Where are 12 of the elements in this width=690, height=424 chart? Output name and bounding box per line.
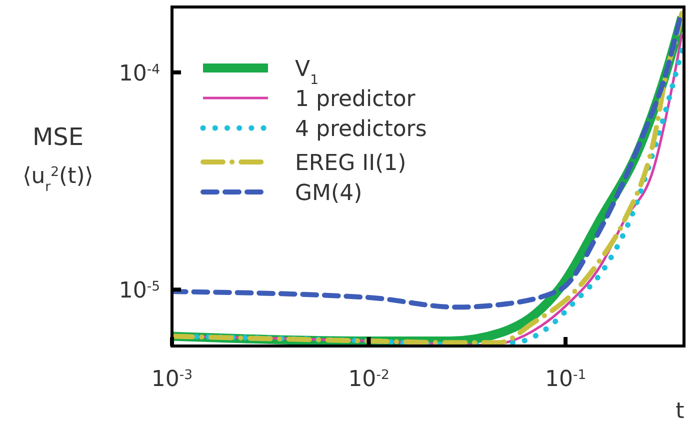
legend-label: 4 predictors [295, 117, 427, 142]
y-tick-label: 10$^{-4}$ [118, 61, 160, 86]
x-tick-label: 10$^{-2}$ [348, 367, 390, 392]
legend-label: EREG II(1) [295, 151, 406, 176]
x-tick-label: 10$^{-1}$ [544, 367, 586, 392]
x-tick-label: 10$^{-3}$ [151, 367, 193, 392]
x-axis-title: t [676, 399, 685, 424]
legend-label: V$_{1}$ [295, 57, 318, 88]
y-axis-title: MSE ⟨u$_{r}$$^{2}$(t)⟩ [22, 123, 94, 194]
legend-label: 1 predictor [295, 87, 416, 112]
y-tick-label: 10$^{-5}$ [118, 278, 160, 304]
legend-label: GM(4) [295, 181, 362, 206]
